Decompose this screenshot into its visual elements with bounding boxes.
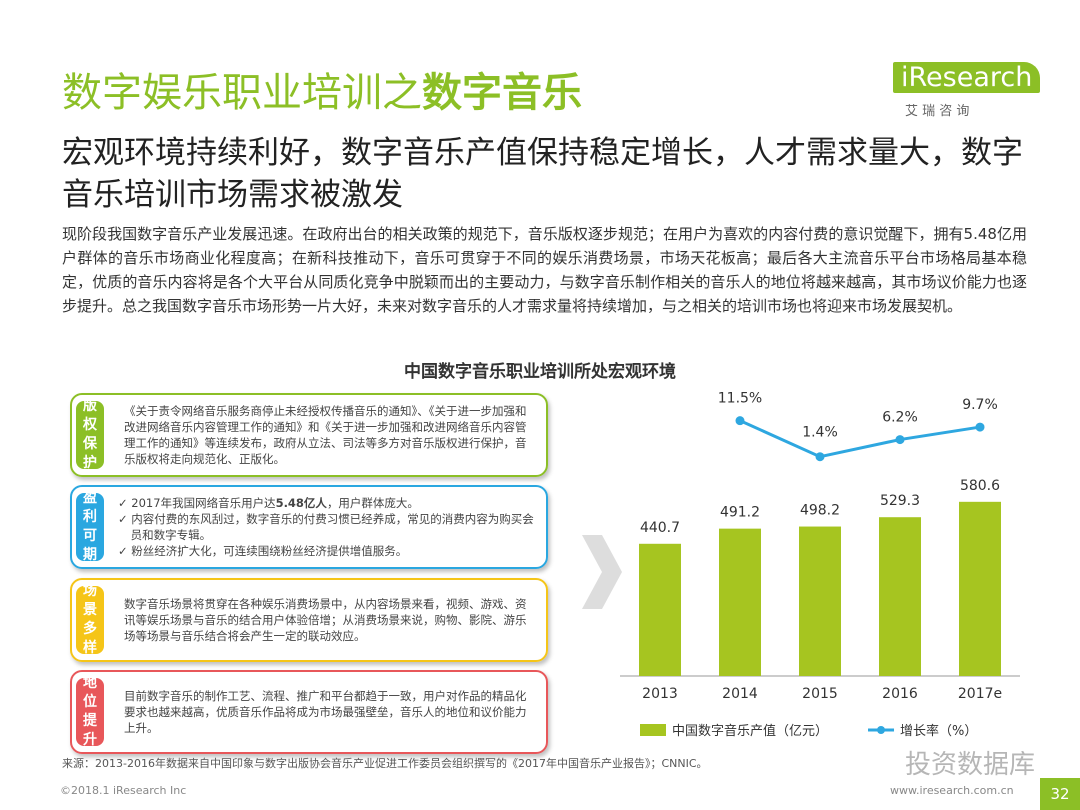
x-tick-label: 2017e <box>958 686 1002 702</box>
title-bold: 数字音乐 <box>422 70 582 116</box>
url: www.iresearch.com.cn <box>890 784 1014 797</box>
bar <box>959 501 1001 676</box>
box: 场景多样 数字音乐场景将贯穿在各种娱乐消费场景中，从内容场景来看，视频、游戏、资讯… <box>70 578 548 662</box>
growth-point <box>815 452 825 462</box>
legend-swatch <box>640 724 666 736</box>
bar <box>879 517 921 676</box>
copyright: ©2018.1 iResearch Inc <box>60 784 187 797</box>
item-text: 粉丝经济扩大化，可连续围绕粉丝经济提供增值服务。 <box>131 544 408 558</box>
data-label: 491.2 <box>720 505 760 521</box>
source: 来源：2013-2016年数据来自中国印象与数字出版协会音乐产业促进工作委员会组… <box>62 757 708 770</box>
chart-title: 中国数字音乐职业培训所处宏观环境 <box>404 362 676 382</box>
list-item: ✓ 2017年我国网络音乐用户达5.48亿人，用户群体庞大。 <box>118 496 419 510</box>
box-label: 版权保护 <box>76 398 104 471</box>
legend-label: 增长率（%） <box>900 723 977 739</box>
item-text: ，用户群体庞大。 <box>326 496 419 510</box>
data-label: 498.2 <box>800 503 840 519</box>
bar <box>639 543 681 676</box>
arrow <box>582 535 622 609</box>
item-text: 内容付费的东风刮过，数字音乐的付费习惯已经养成，常见的消费内容为购买会员和数字专… <box>130 512 534 542</box>
data-label: 9.7% <box>962 397 998 413</box>
subtitle: 宏观环境持续利好，数字音乐产值保持稳定增长，人才需求量大，数字音乐培训市场需求被… <box>62 135 1023 213</box>
bar <box>719 528 761 676</box>
item-bold: 5.48亿人 <box>275 496 327 510</box>
list-item: ✓ 粉丝经济扩大化，可连续围绕粉丝经济提供增值服务。 <box>118 544 408 558</box>
data-label: 1.4% <box>802 425 838 441</box>
title-plain: 数字娱乐职业培训之 <box>62 70 422 116</box>
growth-point <box>975 422 985 432</box>
box-label: 地位提升 <box>76 675 104 748</box>
page-number: 32 <box>1040 778 1080 810</box>
x-tick-label: 2015 <box>802 686 838 702</box>
growth-line <box>739 419 981 459</box>
logo-sub: 艾 瑞 咨 询 <box>905 104 970 119</box>
legend-swatch <box>877 726 886 734</box>
legend-label: 中国数字音乐产值（亿元） <box>672 723 828 739</box>
box: 版权保护 《关于责令网络音乐服务商停止未经授权传播音乐的通知》、《关于进一步加强和… <box>70 393 548 477</box>
data-label: 440.7 <box>640 520 680 536</box>
box-text: 数字音乐场景将贯穿在各种娱乐消费场景中，从内容场景来看，视频、游戏、资讯等娱乐场… <box>124 597 527 643</box>
logo: iResearch <box>893 62 1041 93</box>
box-list: ✓ 2017年我国网络音乐用户达5.48亿人，用户群体庞大。 ✓ 内容付费的东风… <box>118 495 536 559</box>
box-text: 《关于责令网络音乐服务商停止未经授权传播音乐的通知》、《关于进一步加强和改进网络… <box>124 404 527 466</box>
bar <box>799 526 841 676</box>
box: 盈利可期 ✓ 2017年我国网络音乐用户达5.48亿人，用户群体庞大。 ✓ 内容… <box>70 485 548 569</box>
x-tick-label: 2013 <box>642 686 678 702</box>
paragraph: 现阶段我国数字音乐产业发展迅速。在政府出台的相关政策的规范下，音乐版权逐步规范；… <box>62 225 1027 315</box>
x-tick-label: 2016 <box>882 686 918 702</box>
x-tick-label: 2014 <box>722 686 758 702</box>
list-item: ✓ 内容付费的东风刮过，数字音乐的付费习惯已经养成，常见的消费内容为购买会员和数… <box>118 512 534 542</box>
growth-point <box>735 416 745 426</box>
box: 地位提升 目前数字音乐的制作工艺、流程、推广和平台都趋于一致，用户对作品的精品化要… <box>70 670 548 754</box>
watermark: 投资数据库 <box>905 750 1036 780</box>
data-label: 580.6 <box>960 478 1000 494</box>
data-label: 529.3 <box>880 493 920 509</box>
box-text: 目前数字音乐的制作工艺、流程、推广和平台都趋于一致，用户对作品的精品化要求也越来… <box>124 689 527 735</box>
data-label: 11.5% <box>718 391 762 407</box>
box-label: 盈利可期 <box>76 490 104 563</box>
box-label: 场景多样 <box>76 583 104 656</box>
item-text: 2017年我国网络音乐用户达 <box>131 496 276 510</box>
data-label: 6.2% <box>882 410 918 426</box>
growth-point <box>895 435 905 445</box>
title: 数字娱乐职业培训之数字音乐 <box>62 60 582 118</box>
